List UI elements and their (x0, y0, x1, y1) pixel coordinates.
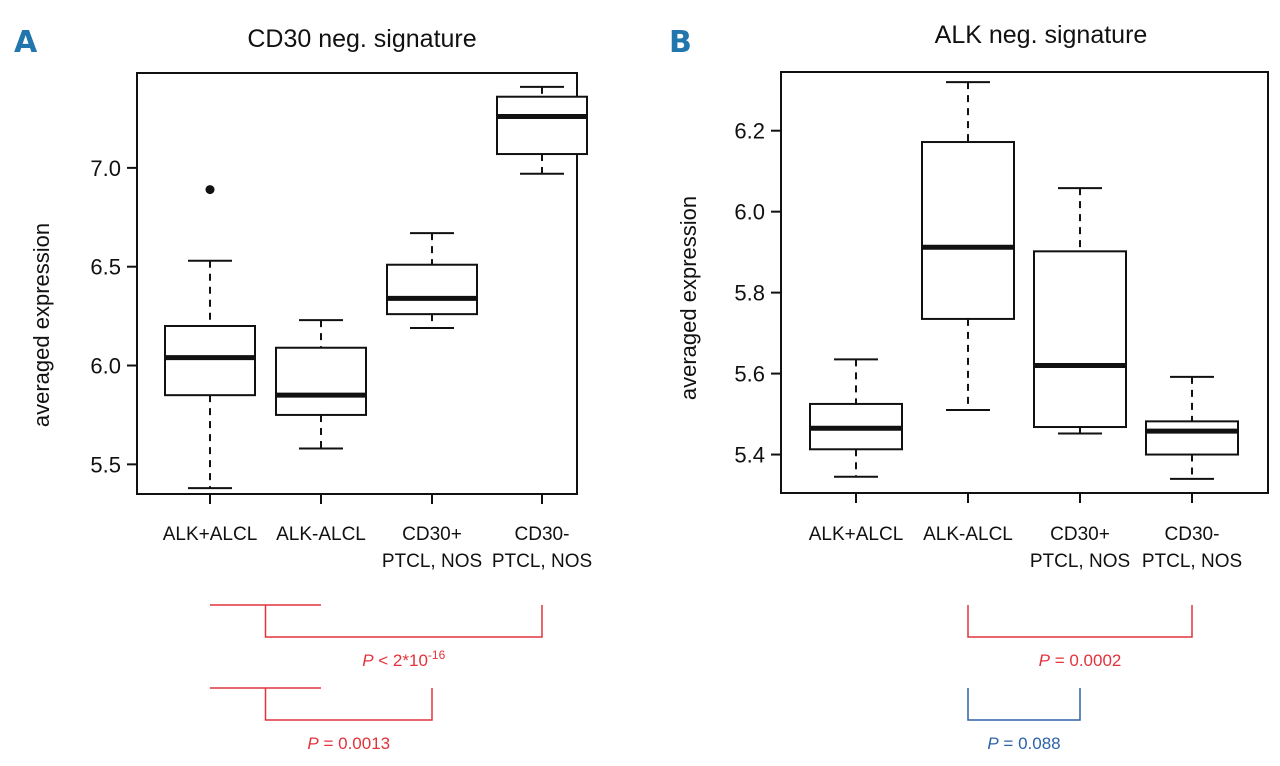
panel-b-ytick-label-0: 5.4 (734, 443, 765, 468)
panel-a-category-label-2-0: CD30+ (402, 524, 462, 545)
panel-a-box-0 (164, 185, 256, 490)
panel-a-box-3 (496, 85, 588, 175)
panel-b-bracket-1 (967, 688, 1081, 721)
panel-b-iqr-box-1 (921, 141, 1015, 320)
panel-b-ytick-label-1: 5.6 (734, 362, 765, 387)
panel-a-box-2 (386, 232, 478, 329)
panel-b-pvalue-1: P = 0.088 (987, 734, 1060, 753)
panel-b-ylabel: averaged expression (676, 196, 701, 400)
panel-b-comparison-1: P = 0.088 (967, 688, 1081, 753)
panel-a-ytick-label-2: 6.5 (90, 255, 121, 280)
panel-b-category-label-2-0: CD30+ (1050, 524, 1110, 545)
panel-b-category-label-3-1: PTCL, NOS (1142, 551, 1242, 572)
panel-a-category-label-2-1: PTCL, NOS (382, 551, 482, 572)
panel-a-category-label-1-0: ALK-ALCL (276, 524, 366, 545)
panel-b-plot-frame (780, 71, 1269, 494)
panel-b-box-1 (921, 81, 1015, 412)
panel-b-box-2 (1033, 187, 1127, 435)
panel-a-bracket-0 (264, 605, 543, 638)
panel-a-pvalue-0: P < 2*10-16 (362, 648, 445, 670)
panel-a-outlier-0-0 (205, 185, 215, 195)
panel-b-category-label-3-0: CD30- (1165, 524, 1220, 545)
panel-b-title: ALK neg. signature (935, 21, 1148, 49)
panel-a-bracket-1 (264, 688, 433, 721)
panel-b-comparison-0: P = 0.0002 (967, 605, 1193, 670)
panel-b-ytick-label-4: 6.2 (734, 119, 765, 144)
panel-b-iqr-box-2 (1033, 250, 1127, 429)
panel-b-category-label-1-0: ALK-ALCL (923, 524, 1013, 545)
panel-a-category-label-3-1: PTCL, NOS (492, 551, 592, 572)
panel-b-bracket-0 (967, 605, 1193, 638)
panel-a-category-label-3-0: CD30- (515, 524, 570, 545)
panel-a-ytick-label-0: 5.5 (90, 452, 121, 477)
panel-a-iqr-box-1 (275, 346, 367, 416)
panel-b-box-3 (1145, 375, 1239, 480)
panel-a-pvalue-1: P = 0.0013 (307, 734, 390, 753)
panel-a-comparison-1: P = 0.0013 (210, 687, 433, 753)
panel-a-ytick-label-3: 7.0 (90, 156, 121, 181)
panel-b-letter: B (669, 25, 692, 60)
panel-a-category-label-0-0: ALK+ALCL (163, 524, 258, 545)
panel-a-title: CD30 neg. signature (247, 25, 476, 53)
panel-b-iqr-box-3 (1145, 420, 1239, 456)
panel-a-comparison-0: P < 2*10-16 (210, 604, 543, 670)
panel-a-iqr-box-2 (386, 263, 478, 316)
panel-b-category-label-2-1: PTCL, NOS (1030, 551, 1130, 572)
panel-a-iqr-box-0 (164, 324, 256, 397)
panel-a-letter: A (14, 25, 38, 60)
panel-b-ytick-label-2: 5.8 (734, 281, 765, 306)
panel-b-category-label-0-0: ALK+ALCL (809, 524, 904, 545)
panel-a-ylabel: averaged expression (29, 223, 54, 427)
panel-b-chart: 5.4 5.6 5.8 6.0 6.2 ALK+ALCL ALK-ALCL CD30+ PTCL… (734, 81, 1242, 753)
panel-a-iqr-box-3 (496, 95, 588, 156)
panel-b-box-0 (809, 358, 903, 478)
panel-a-ytick-label-1: 6.0 (90, 354, 121, 379)
panel-a-box-1 (275, 319, 367, 450)
panel-b-ytick-label-3: 6.0 (734, 200, 765, 225)
panel-a-chart: 5.5 6.0 6.5 7.0 ALK+ALCL ALK-ALCL CD30+ PTCL, N… (90, 85, 592, 753)
panel-a-plot-frame (136, 72, 578, 495)
panel-b-pvalue-0: P = 0.0002 (1039, 651, 1122, 670)
